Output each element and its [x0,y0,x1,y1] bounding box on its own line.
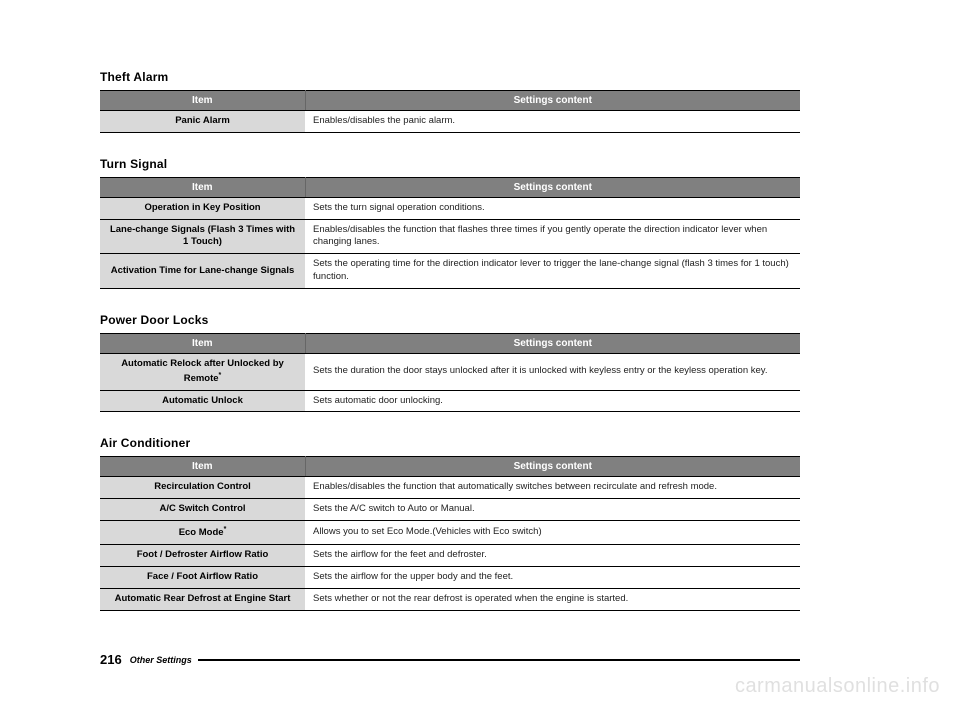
settings-table: ItemSettings contentPanic AlarmEnables/d… [100,90,800,133]
section-title: Turn Signal [100,157,800,171]
setting-item-description: Sets the turn signal operation condition… [305,197,800,219]
page-content: Theft AlarmItemSettings contentPanic Ala… [100,70,800,635]
settings-table: ItemSettings contentRecirculation Contro… [100,456,800,610]
setting-item-name: A/C Switch Control [100,499,305,521]
footer-rule [198,659,800,661]
setting-item-description: Enables/disables the panic alarm. [305,111,800,133]
footer-label: Other Settings [130,655,192,665]
column-header-item: Item [100,91,305,111]
table-row: A/C Switch ControlSets the A/C switch to… [100,499,800,521]
table-row: Panic AlarmEnables/disables the panic al… [100,111,800,133]
setting-item-description: Sets the airflow for the feet and defros… [305,545,800,567]
table-row: Foot / Defroster Airflow RatioSets the a… [100,545,800,567]
setting-item-description: Sets the operating time for the directio… [305,254,800,289]
setting-item-description: Sets the duration the door stays unlocke… [305,353,800,390]
setting-item-name: Panic Alarm [100,111,305,133]
section-title: Theft Alarm [100,70,800,84]
table-row: Recirculation ControlEnables/disables th… [100,477,800,499]
setting-item-description: Sets automatic door unlocking. [305,390,800,412]
column-header-item: Item [100,333,305,353]
column-header-content: Settings content [305,91,800,111]
setting-item-name: Foot / Defroster Airflow Ratio [100,545,305,567]
setting-item-name: Automatic Rear Defrost at Engine Start [100,588,305,610]
setting-item-name: Operation in Key Position [100,197,305,219]
table-row: Operation in Key PositionSets the turn s… [100,197,800,219]
table-row: Automatic Relock after Unlocked by Remot… [100,353,800,390]
section-title: Air Conditioner [100,436,800,450]
watermark-text: carmanualsonline.info [735,675,940,698]
column-header-item: Item [100,457,305,477]
table-row: Eco Mode*Allows you to set Eco Mode.(Veh… [100,521,800,545]
page-footer: 216 Other Settings [100,652,800,667]
setting-item-description: Allows you to set Eco Mode.(Vehicles wit… [305,521,800,545]
setting-item-name: Automatic Unlock [100,390,305,412]
setting-item-name: Lane-change Signals (Flash 3 Times with … [100,219,305,254]
setting-item-name: Recirculation Control [100,477,305,499]
setting-item-description: Enables/disables the function that flash… [305,219,800,254]
settings-table: ItemSettings contentAutomatic Relock aft… [100,333,800,413]
table-row: Activation Time for Lane-change SignalsS… [100,254,800,289]
table-row: Automatic UnlockSets automatic door unlo… [100,390,800,412]
column-header-content: Settings content [305,457,800,477]
setting-item-name: Face / Foot Airflow Ratio [100,566,305,588]
column-header-content: Settings content [305,333,800,353]
setting-item-description: Sets the A/C switch to Auto or Manual. [305,499,800,521]
table-row: Lane-change Signals (Flash 3 Times with … [100,219,800,254]
settings-table: ItemSettings contentOperation in Key Pos… [100,177,800,289]
setting-item-description: Sets whether or not the rear defrost is … [305,588,800,610]
section-title: Power Door Locks [100,313,800,327]
setting-item-name: Automatic Relock after Unlocked by Remot… [100,353,305,390]
setting-item-description: Enables/disables the function that autom… [305,477,800,499]
setting-item-description: Sets the airflow for the upper body and … [305,566,800,588]
setting-item-name: Eco Mode* [100,521,305,545]
setting-item-name: Activation Time for Lane-change Signals [100,254,305,289]
page-number: 216 [100,652,122,667]
column-header-content: Settings content [305,177,800,197]
table-row: Face / Foot Airflow RatioSets the airflo… [100,566,800,588]
column-header-item: Item [100,177,305,197]
table-row: Automatic Rear Defrost at Engine StartSe… [100,588,800,610]
